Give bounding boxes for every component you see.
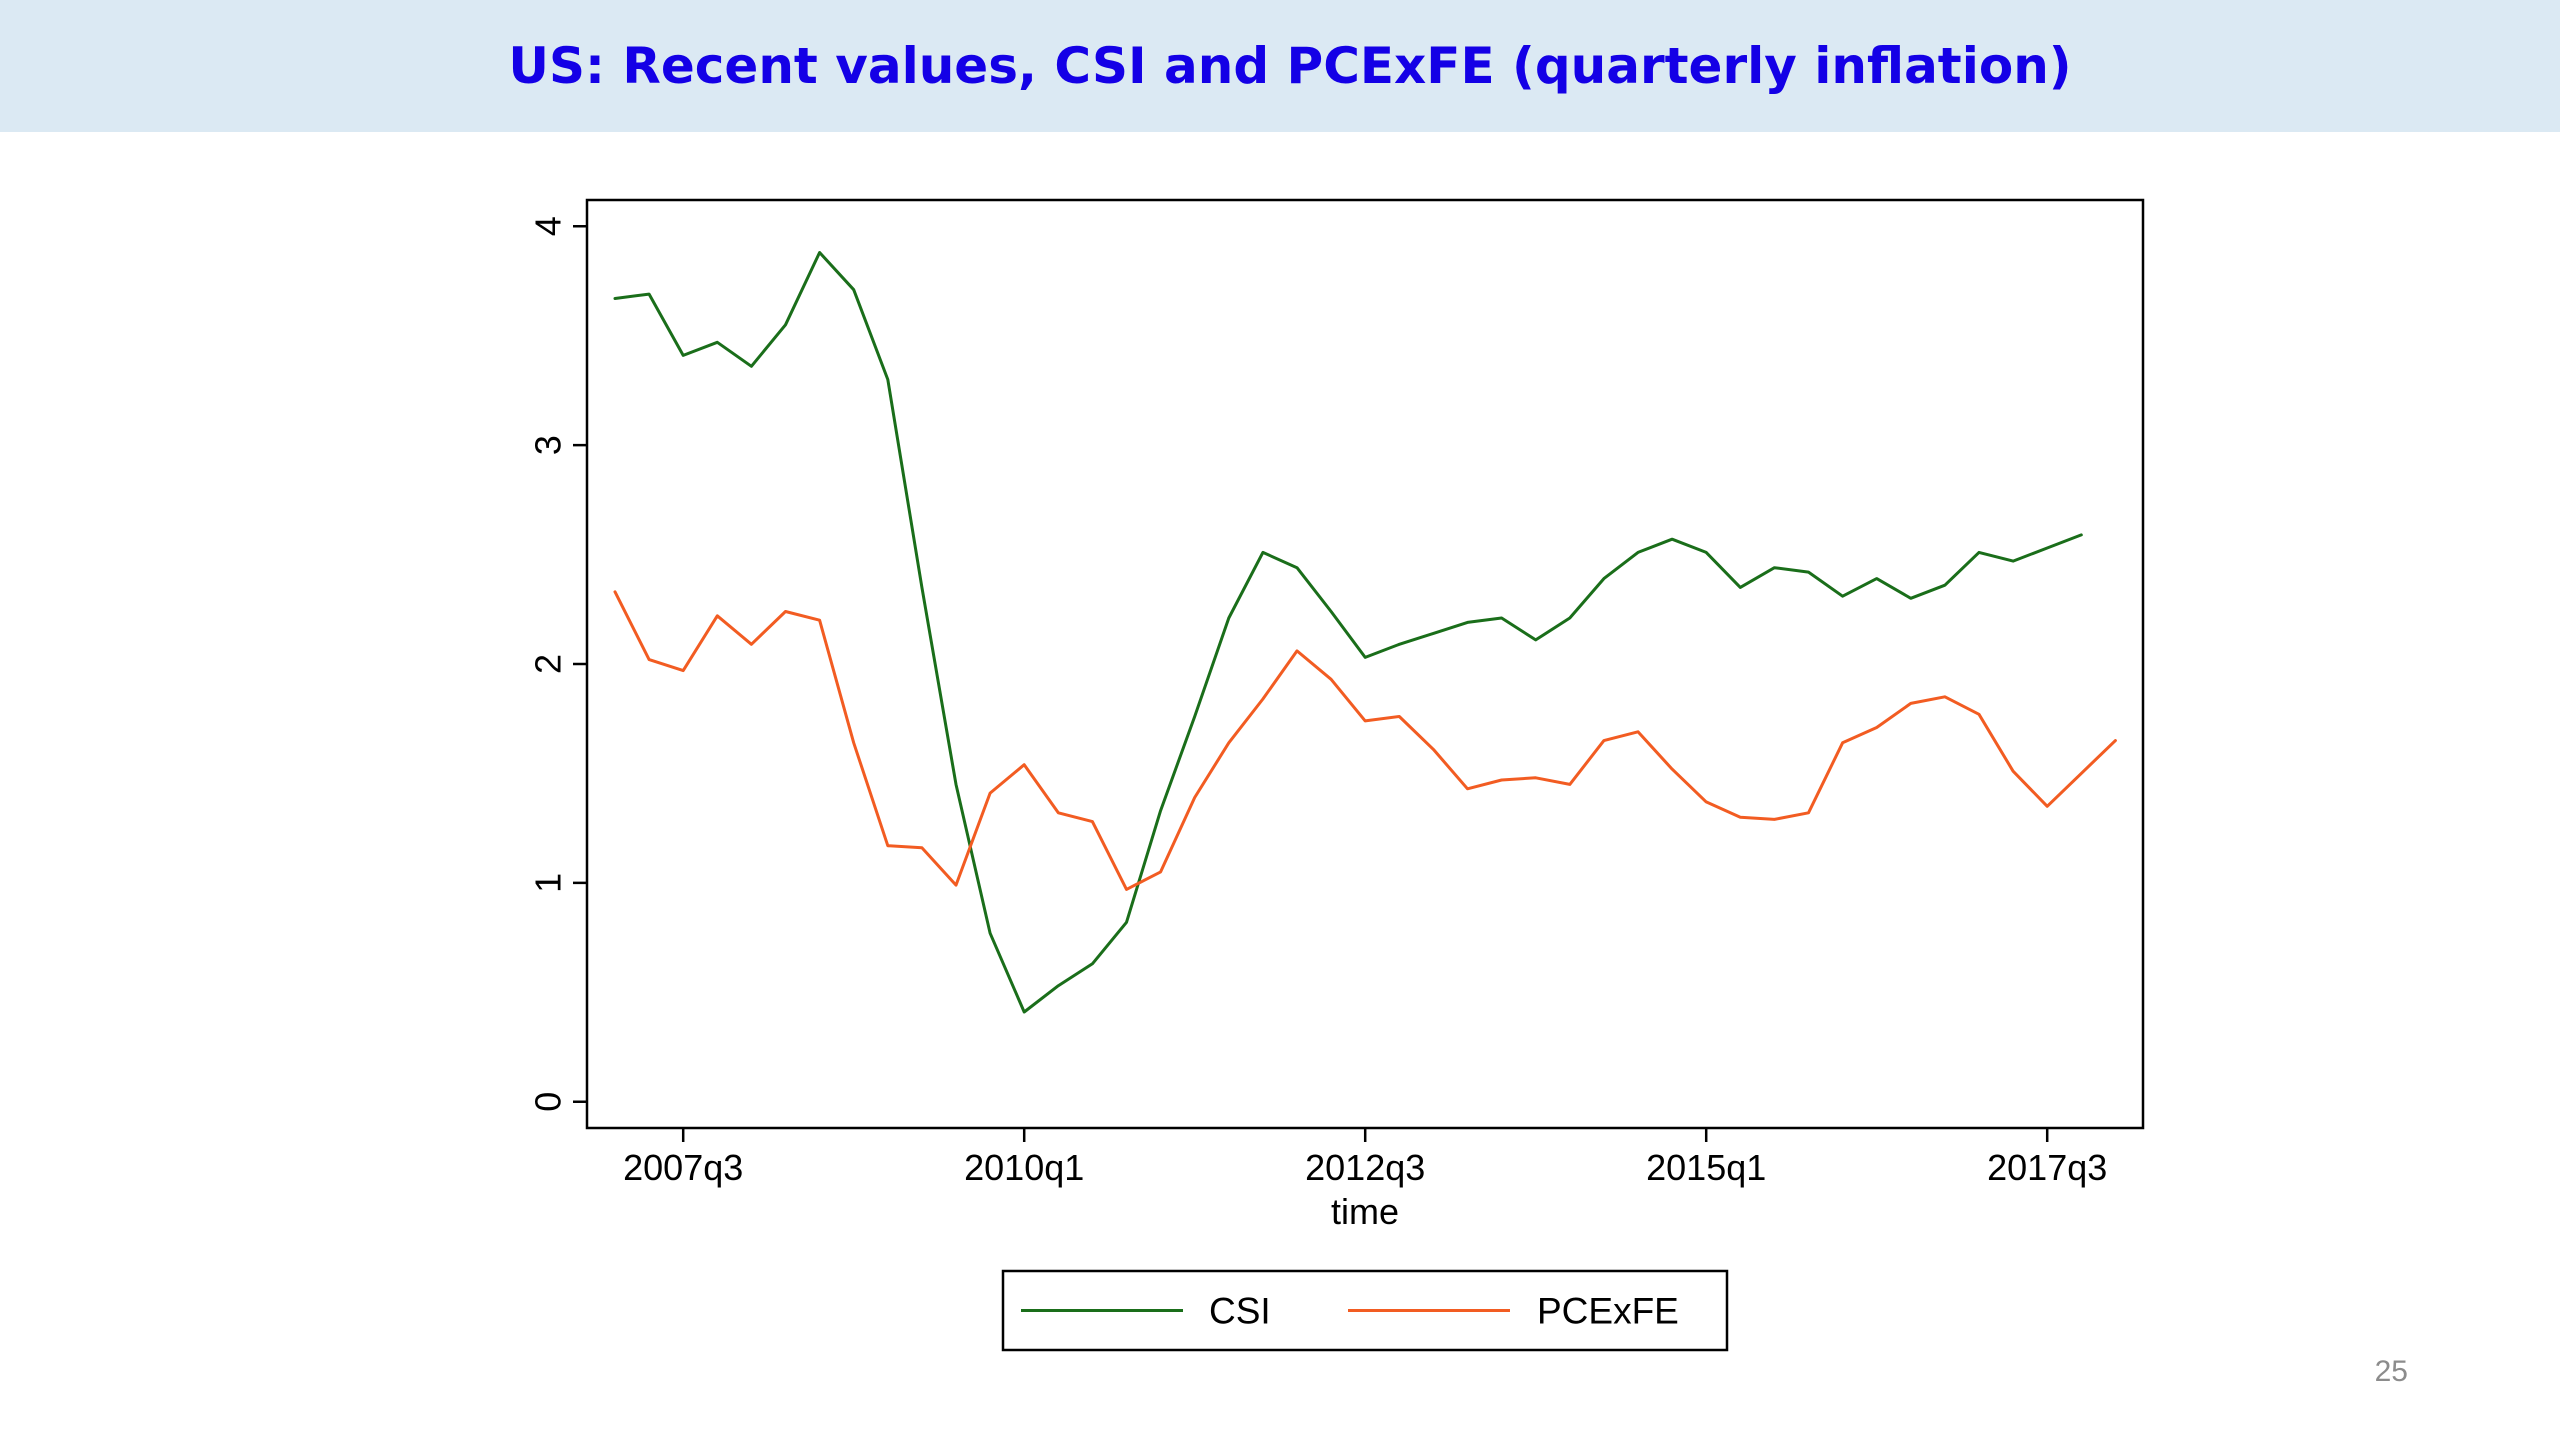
x-tick-label: 2012q3 [1305, 1147, 1425, 1188]
series-line-pcexfe [613, 590, 2117, 891]
series-line-csi [613, 251, 2083, 1014]
y-tick-label: 4 [528, 216, 569, 236]
x-tick-label: 2015q1 [1646, 1147, 1766, 1188]
page-number: 25 [2374, 1355, 2408, 1388]
y-tick-label: 3 [528, 435, 569, 455]
y-tick-label: 0 [528, 1092, 569, 1112]
y-tick-label: 2 [528, 654, 569, 674]
y-tick-label: 1 [528, 873, 569, 893]
legend-label-pcexfe: PCExFE [1537, 1291, 1679, 1332]
x-tick-label: 2017q3 [1987, 1147, 2107, 1188]
slide-title: US: Recent values, CSI and PCExFE (quart… [508, 37, 2072, 95]
x-tick-label: 2010q1 [964, 1147, 1084, 1188]
x-axis-label: time [1331, 1191, 1399, 1232]
legend-label-csi: CSI [1209, 1291, 1271, 1332]
x-tick-label: 2007q3 [623, 1147, 743, 1188]
plot-area [585, 198, 2145, 1130]
title-bar: US: Recent values, CSI and PCExFE (quart… [0, 0, 2560, 132]
